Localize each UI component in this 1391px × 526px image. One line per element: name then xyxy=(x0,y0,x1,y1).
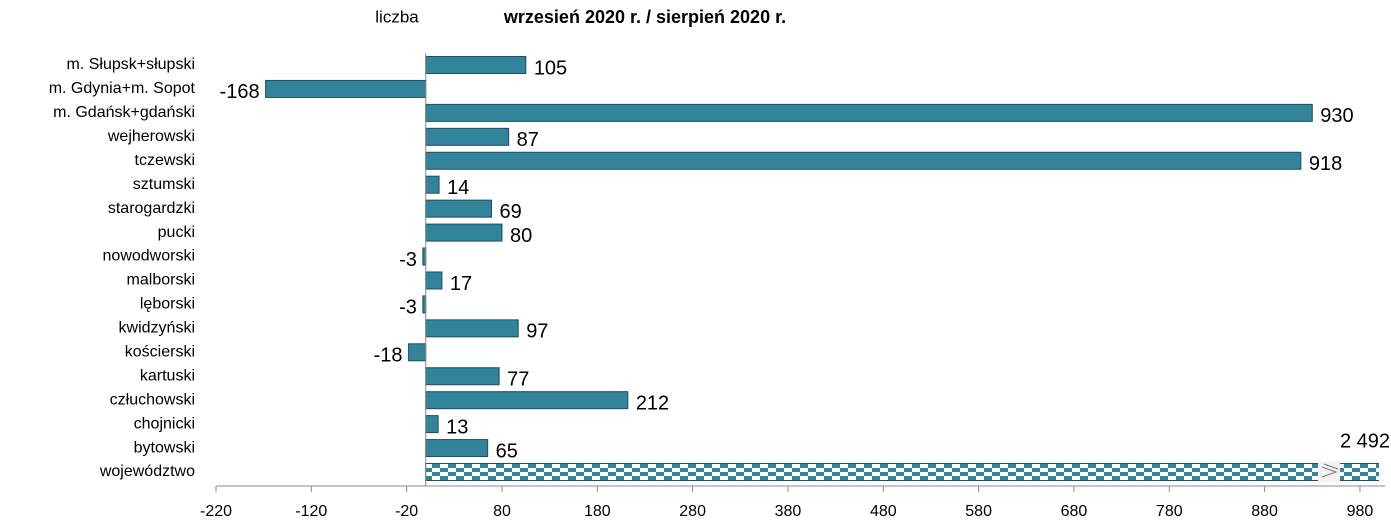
bar xyxy=(425,223,503,242)
y-tick-label: kartuski xyxy=(140,367,195,384)
y-tick-label: województwo xyxy=(99,463,195,480)
x-tick-label: 280 xyxy=(679,503,706,520)
value-label: 80 xyxy=(510,225,532,247)
x-tick-label: 780 xyxy=(1156,503,1183,520)
value-label: 212 xyxy=(636,392,669,414)
value-label: 17 xyxy=(450,273,472,295)
bar xyxy=(425,199,492,218)
y-tick-label: starogardzki xyxy=(108,200,195,217)
value-label: 65 xyxy=(496,440,518,462)
value-label: -168 xyxy=(220,81,260,103)
bar xyxy=(265,79,427,98)
bar xyxy=(425,151,1302,170)
x-tick-label: 680 xyxy=(1061,503,1088,520)
bar xyxy=(425,56,527,74)
bar xyxy=(425,127,510,146)
bar xyxy=(425,319,519,338)
value-label: 930 xyxy=(1320,105,1353,127)
value-label: -18 xyxy=(374,345,403,367)
x-tick-label: 880 xyxy=(1251,503,1278,520)
axis-break xyxy=(1318,461,1340,483)
bar xyxy=(408,343,427,362)
value-label: 97 xyxy=(526,321,548,343)
bar xyxy=(425,367,500,386)
chart-title: wrzesień 2020 r. / sierpień 2020 r. xyxy=(503,7,786,27)
value-label: 13 xyxy=(446,416,468,438)
y-tick-label: m. Gdańsk+gdański xyxy=(53,104,195,121)
x-tick-label: 580 xyxy=(965,503,992,520)
bar xyxy=(425,175,440,194)
y-tick-label: m. Słupsk+słupski xyxy=(67,56,196,73)
x-tick-label: -120 xyxy=(295,503,327,520)
y-tick-label: malborski xyxy=(127,272,195,289)
y-tick-label: pucki xyxy=(158,224,195,241)
axis-label: liczba xyxy=(375,7,419,26)
y-tick-label: sztumski xyxy=(133,176,195,193)
y-tick-label: człuchowski xyxy=(110,391,195,408)
bar xyxy=(425,415,439,434)
bar xyxy=(425,439,489,458)
y-tick-label: kwidzyński xyxy=(119,320,195,337)
value-label: 105 xyxy=(534,57,567,79)
x-tick-label: 980 xyxy=(1347,503,1374,520)
value-label: 87 xyxy=(517,129,539,151)
y-tick-label: tczewski xyxy=(135,152,195,169)
value-label: 2 492 xyxy=(1340,430,1390,452)
value-label: 69 xyxy=(499,201,521,223)
x-tick-label: -20 xyxy=(395,503,418,520)
x-tick-label: 380 xyxy=(775,503,802,520)
y-tick-label: wejherowski xyxy=(107,128,195,145)
bar xyxy=(425,271,443,290)
y-tick-label: nowodworski xyxy=(103,248,195,265)
axis-break xyxy=(1321,463,1339,478)
y-tick-label: kościerski xyxy=(125,344,195,361)
y-tick-label: lęborski xyxy=(140,296,195,313)
x-tick-label: -220 xyxy=(200,503,232,520)
x-tick-label: 80 xyxy=(493,503,511,520)
value-label: 918 xyxy=(1309,153,1342,175)
y-tick-label: chojnicki xyxy=(134,415,195,432)
x-tick-label: 480 xyxy=(870,503,897,520)
bar xyxy=(425,103,1313,122)
value-label: 14 xyxy=(447,177,469,199)
bar xyxy=(425,463,1379,481)
bar xyxy=(425,391,629,410)
y-tick-label: m. Gdynia+m. Sopot xyxy=(49,80,196,97)
x-tick-label: 180 xyxy=(584,503,611,520)
value-label: -3 xyxy=(399,249,417,271)
y-tick-label: bytowski xyxy=(134,439,195,456)
value-label: 77 xyxy=(507,369,529,391)
value-label: -3 xyxy=(399,297,417,319)
